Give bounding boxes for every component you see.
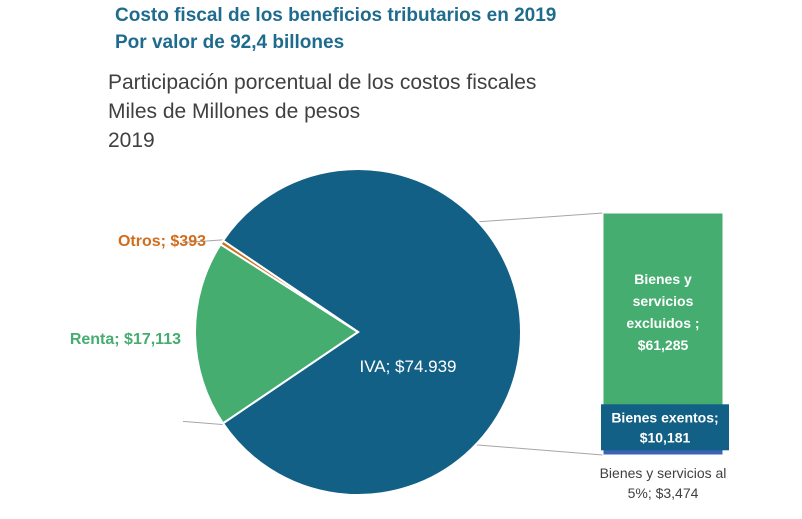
chart-subtitle-line-2: Miles de Millones de pesos [108, 100, 361, 123]
chart-subtitle-line-1: Participación porcentual de los costos f… [108, 71, 537, 94]
bar-label-exentos: Bienes exentos; $10,181 [611, 409, 718, 445]
chart-subtitle-line-3: 2019 [108, 129, 155, 152]
pie-label-iva: IVA; $74.939 [359, 357, 456, 376]
chart-subtitle: Participación porcentual de los costos f… [108, 68, 536, 155]
headline-line-1: Costo fiscal de los beneficios tributari… [115, 5, 557, 26]
pie-label-otros: Otros; $393 [118, 233, 206, 250]
pie-group [194, 168, 522, 496]
pie-slice-iva [221, 168, 522, 496]
pie-slice-renta [194, 242, 360, 425]
bar-label-excluidos: Bienes y servicios excluidos ; $61,285 [626, 271, 699, 353]
bar-label-5-percent: Bienes y servicios al 5%; $3,474 [600, 465, 727, 501]
headline-line-2: Por valor de 92,4 billones [115, 32, 345, 53]
bar-segment-1 [602, 212, 724, 412]
bar-label-exentos-box [601, 404, 729, 451]
page-headline: Costo fiscal de los beneficios tributari… [115, 2, 556, 56]
label-group: IVA; $74.939 Renta; $17,113 Otros; $393 Bie… [70, 233, 729, 501]
pie-label-renta: Renta; $17,113 [70, 331, 181, 348]
pie-slice-otros [219, 239, 359, 333]
